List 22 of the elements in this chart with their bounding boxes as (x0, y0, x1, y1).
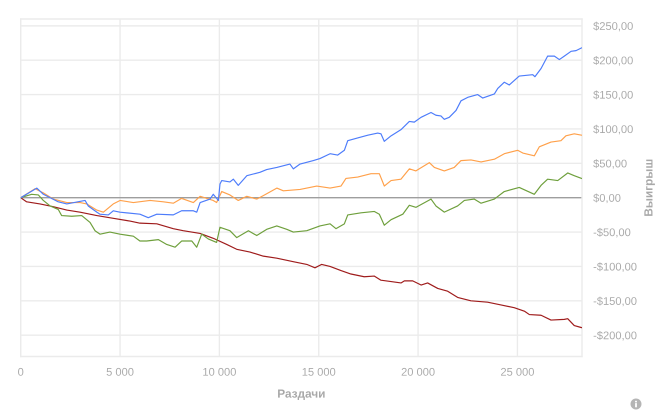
y-tick-label: -$200,00 (594, 330, 637, 341)
x-tick-label: 0 (18, 368, 24, 376)
y-tick-label: $100,00 (593, 124, 633, 134)
line-series (20, 172, 582, 248)
y-tick-label: $150,00 (593, 90, 633, 100)
line-series (20, 197, 582, 328)
line-series (20, 133, 582, 213)
y-tick-label: -$50,00 (594, 228, 630, 238)
y-tick-label: -$150,00 (594, 296, 637, 306)
x-tick-label: 15 000 (302, 368, 336, 376)
y-tick-label: $50,00 (593, 159, 627, 169)
x-axis-title: Раздачи (278, 390, 325, 400)
y-tick-label: $200,00 (593, 56, 633, 66)
x-tick-label: 25 000 (500, 368, 534, 376)
x-tick-label: 5 000 (106, 368, 134, 376)
y-tick-label: $0,00 (593, 194, 620, 204)
y-tick-label: -$100,00 (594, 262, 637, 272)
line-series (20, 47, 582, 218)
x-tick-label: 20 000 (402, 368, 435, 376)
y-axis-title: Выигрыш (644, 160, 655, 216)
x-tick-label: 10 000 (203, 368, 236, 376)
y-tick-label: $250,00 (593, 22, 633, 32)
